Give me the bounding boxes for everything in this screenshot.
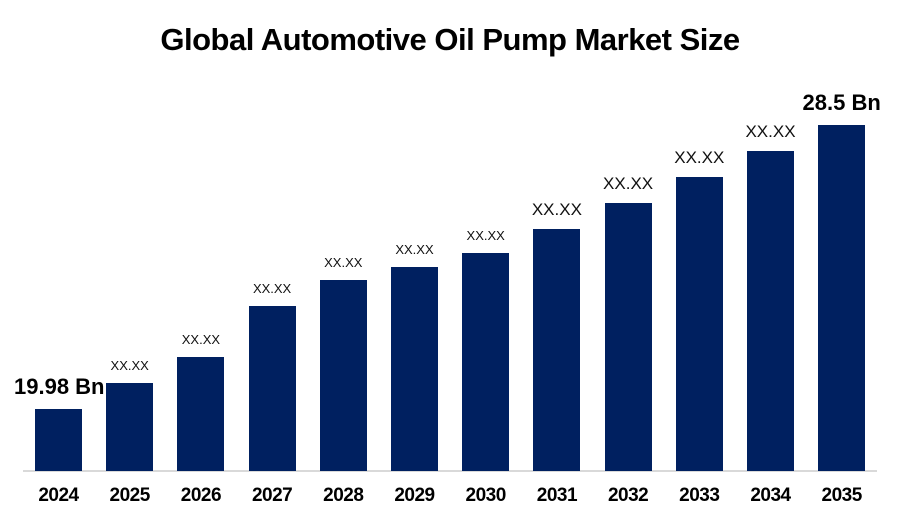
bar-2029 [391,267,438,471]
x-tick-2025: 2025 [109,485,151,506]
x-tick-2024: 2024 [38,485,79,506]
bar-2032 [604,203,652,471]
bar-value-label-2033: XX.XX [674,148,725,167]
bar-value-label-2025: XX.XX [110,358,149,373]
x-tick-2028: 2028 [323,485,364,506]
bar-value-label-2032: XX.XX [603,174,654,193]
bar-2025 [106,383,154,471]
bar-value-label-2026: XX.XX [181,332,221,347]
x-tick-2034: 2034 [750,485,791,506]
x-tick-2027: 2027 [251,485,293,506]
bar-2026 [177,357,225,471]
bar-2028 [319,280,367,471]
x-axis-line [23,470,877,472]
bar-value-label-2035: 28.5 Bn [802,90,881,115]
bar-value-label-2028: XX.XX [324,255,363,270]
x-tick-2032: 2032 [607,485,649,506]
bar-value-label-2027: XX.XX [252,281,292,296]
bar-value-label-2030: XX.XX [466,228,505,243]
bar-2024 [35,409,82,471]
bar-2027 [248,306,296,471]
bar-2034 [747,151,794,471]
bar-2035 [818,125,866,471]
bar-value-label-2024: 19.98 Bn [14,374,105,399]
bar-2033 [675,177,723,471]
chart-title: Global Automotive Oil Pump Market Size [160,22,740,57]
x-tick-2026: 2026 [180,485,222,506]
x-tick-2030: 2030 [465,485,507,506]
bar-2031 [533,229,581,471]
bar-2030 [462,253,510,471]
bar-value-label-2031: XX.XX [531,200,582,219]
x-tick-2029: 2029 [394,485,435,506]
x-tick-2031: 2031 [536,485,578,506]
bar-value-label-2034: XX.XX [745,122,796,141]
bar-value-label-2029: XX.XX [395,242,434,257]
x-tick-2033: 2033 [679,485,720,506]
x-tick-2035: 2035 [821,485,863,506]
